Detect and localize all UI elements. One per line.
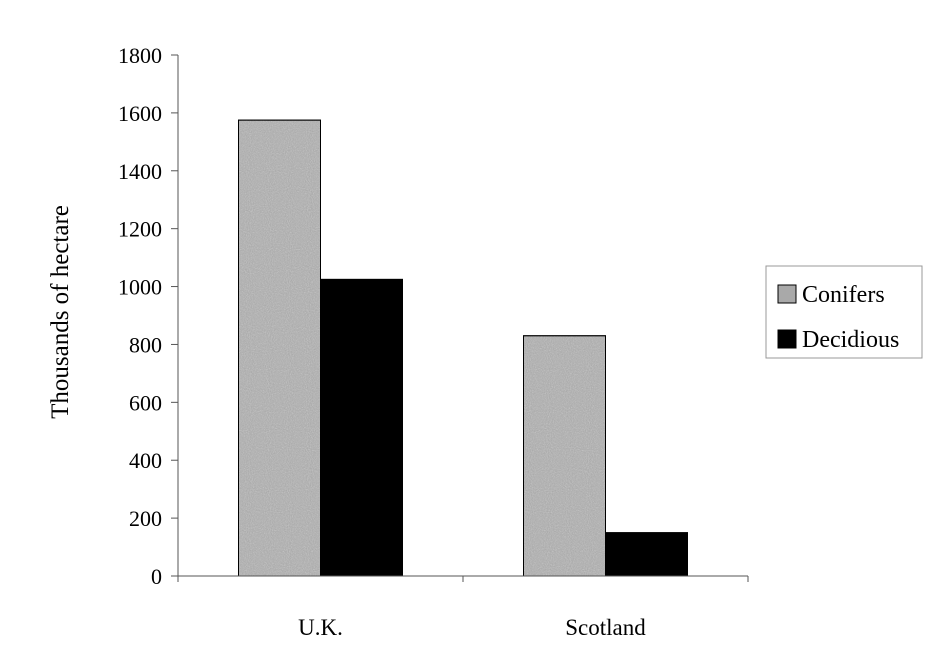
legend-item-decidious: Decidious [777,327,899,353]
y-tick-label: 1200 [118,217,162,242]
bar-texture-conifers-uk [238,120,321,576]
y-tick-label: 200 [129,506,162,531]
y-tick-label: 1600 [118,101,162,126]
legend-swatch-decidious [777,329,797,349]
y-tick-label: 0 [151,564,162,589]
bar-decidious-scotland [605,532,688,577]
y-axis-title: Thousands of hectare [47,205,74,419]
y-tick-label: 600 [129,390,162,415]
legend-box [765,265,923,359]
legend-label-conifers: Conifers [802,282,885,308]
legend-label-decidious: Decidious [802,327,899,353]
y-tick-label: 1400 [118,159,162,184]
x-tick-label-scotland: Scotland [565,615,646,640]
legend-item-conifers: Conifers [777,282,885,308]
y-tick-label: 400 [129,448,162,473]
bar-decidious-uk [320,278,403,577]
bar-texture-conifers-scotland [523,335,606,576]
plot-area: U.K. Scotland 0 200 400 600 800 1000 1200 1400 160… [118,43,749,640]
x-tick-label-uk: U.K. [298,615,343,640]
y-tick-label: 1800 [118,43,162,68]
legend-swatch-conifers [777,284,797,304]
y-tick-label: 1000 [118,275,162,300]
y-tick-label: 800 [129,332,162,357]
legend: Conifers Decidious [765,265,923,359]
